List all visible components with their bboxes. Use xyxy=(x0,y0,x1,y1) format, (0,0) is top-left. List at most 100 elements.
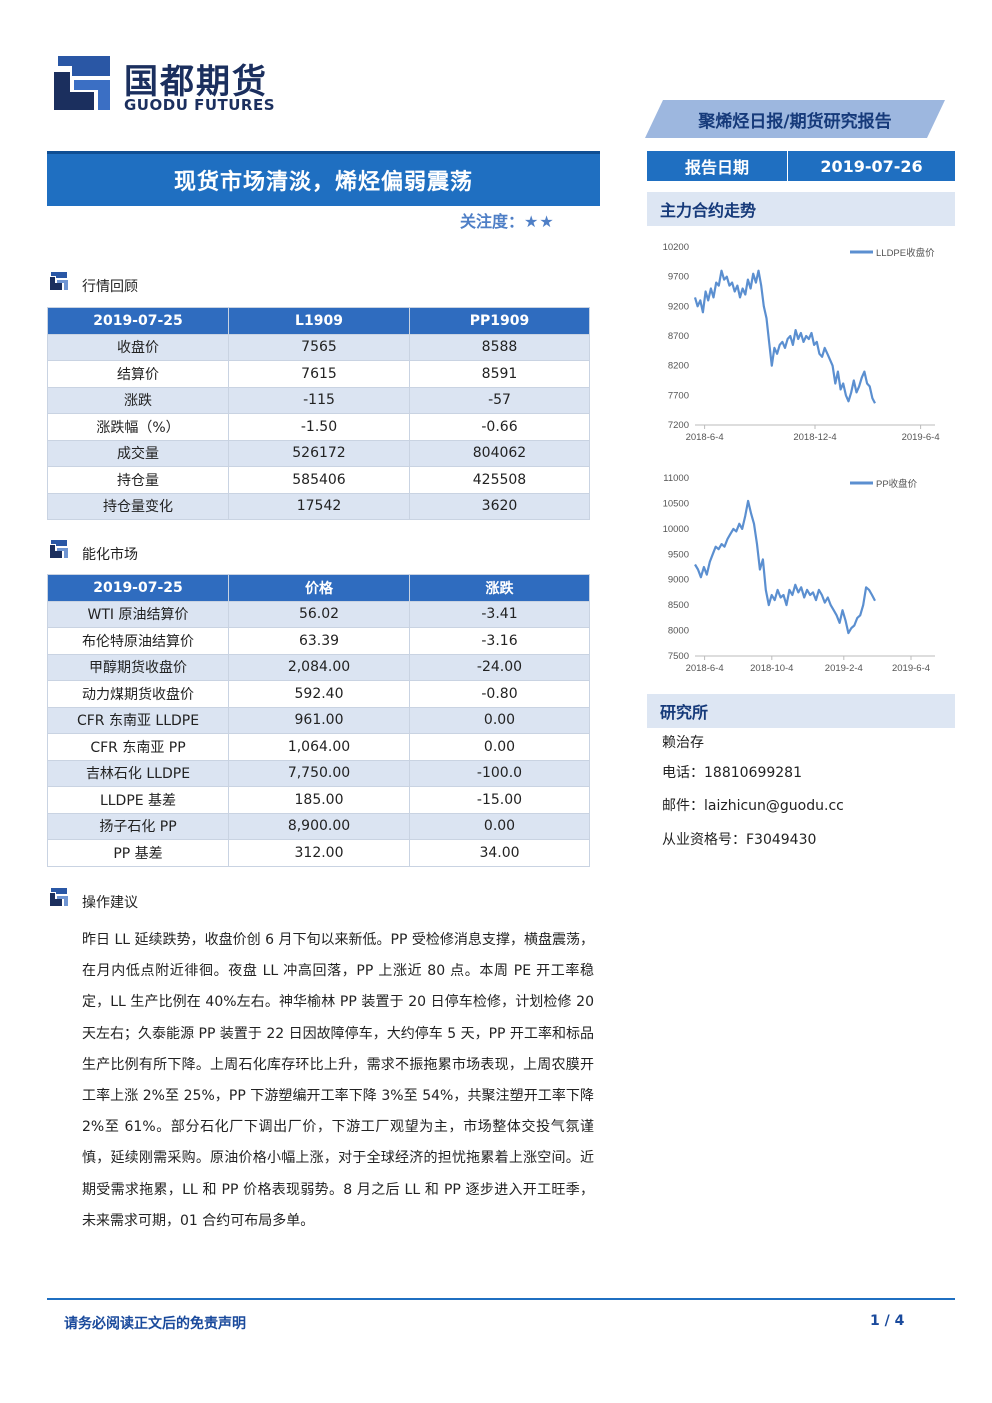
energy-table: 2019-07-25 价格 涨跌 WTI 原油结算价 56.02 -3.41 布伦特… xyxy=(47,574,590,867)
table-cell: 8591 xyxy=(409,360,590,388)
y-tick-label: 8000 xyxy=(668,626,689,637)
table-cell: -115 xyxy=(228,386,410,414)
table-cell: 动力煤期货收盘价 xyxy=(47,680,229,708)
section-icon xyxy=(50,540,68,558)
logo: 国都期货 GUODU FUTURES xyxy=(50,52,290,118)
table-cell: 8,900.00 xyxy=(228,812,410,840)
y-tick-label: 11000 xyxy=(663,473,689,484)
table-cell: 吉林石化 LLDPE xyxy=(47,759,229,787)
table-cell: 425508 xyxy=(409,466,590,494)
table-row: 涨跌幅（%） -1.50 -0.66 xyxy=(47,413,590,441)
table-cell: 312.00 xyxy=(228,839,410,867)
table-cell: 甲醇期货收盘价 xyxy=(47,653,229,681)
research-heading: 研究所 xyxy=(647,694,955,728)
table-cell: 585406 xyxy=(228,466,410,494)
table-header-row: 2019-07-25 价格 涨跌 xyxy=(47,574,590,602)
series-line xyxy=(693,269,876,404)
y-tick-label: 9500 xyxy=(668,549,689,560)
table-row: 成交量 526172 804062 xyxy=(47,439,590,467)
table-cell: 2,084.00 xyxy=(228,653,410,681)
x-tick-label: 2018-12-4 xyxy=(793,432,836,443)
y-tick-label: 8700 xyxy=(668,331,689,342)
table-cell: 0.00 xyxy=(409,733,590,761)
table-header-row: 2019-07-25 L1909 PP1909 xyxy=(47,307,590,335)
table-row: 涨跌 -115 -57 xyxy=(47,386,590,414)
page-title: 现货市场清淡，烯烃偏弱震荡 xyxy=(47,151,600,206)
footer-divider xyxy=(47,1298,955,1300)
table-row: 布伦特原油结算价 63.39 -3.16 xyxy=(47,627,590,655)
table-cell: WTI 原油结算价 xyxy=(47,600,229,628)
table-cell: 34.00 xyxy=(409,839,590,867)
y-tick-label: 9000 xyxy=(668,575,689,586)
table-cell: 526172 xyxy=(228,439,410,467)
table-cell: -15.00 xyxy=(409,786,590,814)
table-cell: 布伦特原油结算价 xyxy=(47,627,229,655)
report-date-bar: 报告日期 2019-07-26 xyxy=(647,151,955,181)
table-row: 甲醇期货收盘价 2,084.00 -24.00 xyxy=(47,653,590,681)
table-row: PP 基差 312.00 34.00 xyxy=(47,839,590,867)
table-cell: 56.02 xyxy=(228,600,410,628)
disclaimer-link[interactable]: 请务必阅读正文后的免责声明 xyxy=(64,1316,246,1332)
y-tick-label: 9200 xyxy=(668,301,689,312)
section-suggestion: 操作建议 xyxy=(82,895,138,911)
focus-label: 关注度： xyxy=(460,212,525,231)
table-header-cell: 涨跌 xyxy=(409,574,590,602)
section-market-review: 行情回顾 xyxy=(82,279,138,295)
legend-label: LLDPE收盘价 xyxy=(876,247,935,259)
table-cell: 17542 xyxy=(228,492,410,520)
table-cell: PP 基差 xyxy=(47,839,229,867)
table-cell: 592.40 xyxy=(228,680,410,708)
table-cell: 7565 xyxy=(228,333,410,361)
table-header-cell: 2019-07-25 xyxy=(47,574,229,602)
table-cell: -57 xyxy=(409,386,590,414)
analyst-name: 赖治存 xyxy=(662,735,704,751)
suggestion-paragraph: 昨日 LL 延续跌势，收盘价创 6 月下旬以来新低。PP 受检修消息支撑，横盘震… xyxy=(82,932,594,1229)
table-cell: 持仓量变化 xyxy=(47,492,229,520)
section-energy-market: 能化市场 xyxy=(82,547,138,563)
table-header-cell: 价格 xyxy=(228,574,410,602)
series-line xyxy=(694,499,876,635)
table-row: 持仓量变化 17542 3620 xyxy=(47,492,590,520)
y-tick-label: 10500 xyxy=(663,498,689,509)
table-cell: 持仓量 xyxy=(47,466,229,494)
page-number: 1 / 4 xyxy=(870,1313,905,1329)
analyst-email[interactable]: 邮件：laizhicun@guodu.cc xyxy=(662,798,844,814)
table-cell: -0.80 xyxy=(409,680,590,708)
table-cell: 961.00 xyxy=(228,706,410,734)
table-cell: -24.00 xyxy=(409,653,590,681)
analyst-phone: 电话：18810699281 xyxy=(662,765,802,781)
table-cell: 收盘价 xyxy=(47,333,229,361)
y-tick-label: 10200 xyxy=(663,242,689,253)
y-tick-label: 7200 xyxy=(668,420,689,431)
table-row: CFR 东南亚 LLDPE 961.00 0.00 xyxy=(47,706,590,734)
table-cell: 7615 xyxy=(228,360,410,388)
report-tagline: 聚烯烃日报/期货研究报告 xyxy=(645,100,945,138)
table-cell: LLDPE 基差 xyxy=(47,786,229,814)
table-cell: CFR 东南亚 LLDPE xyxy=(47,706,229,734)
table-cell: 8588 xyxy=(409,333,590,361)
table-cell: 涨跌幅（%） xyxy=(47,413,229,441)
table-row: 吉林石化 LLDPE 7,750.00 -100.0 xyxy=(47,759,590,787)
table-cell: 3620 xyxy=(409,492,590,520)
table-cell: -1.50 xyxy=(228,413,410,441)
table-row: 动力煤期货收盘价 592.40 -0.80 xyxy=(47,680,590,708)
legend-label: PP收盘价 xyxy=(876,478,918,490)
table-row: 收盘价 7565 8588 xyxy=(47,333,590,361)
y-tick-label: 8500 xyxy=(668,600,689,611)
table-row: 持仓量 585406 425508 xyxy=(47,466,590,494)
table-cell: CFR 东南亚 PP xyxy=(47,733,229,761)
main-trend-heading: 主力合约走势 xyxy=(647,192,955,226)
logo-mark-icon xyxy=(54,56,110,110)
table-header-cell: PP1909 xyxy=(409,307,590,335)
table-header-cell: 2019-07-25 xyxy=(47,307,229,335)
market-table: 2019-07-25 L1909 PP1909 收盘价 7565 8588 结算价 7… xyxy=(47,307,590,520)
table-cell: 7,750.00 xyxy=(228,759,410,787)
table-cell: 63.39 xyxy=(228,627,410,655)
report-date-label: 报告日期 xyxy=(647,151,788,181)
table-cell: 结算价 xyxy=(47,360,229,388)
table-cell: -3.41 xyxy=(409,600,590,628)
table-cell: 1,064.00 xyxy=(228,733,410,761)
table-cell: -3.16 xyxy=(409,627,590,655)
analyst-license: 从业资格号：F3049430 xyxy=(662,832,817,848)
pp-chart: 110001050010000950090008500800075002018-… xyxy=(663,473,935,674)
